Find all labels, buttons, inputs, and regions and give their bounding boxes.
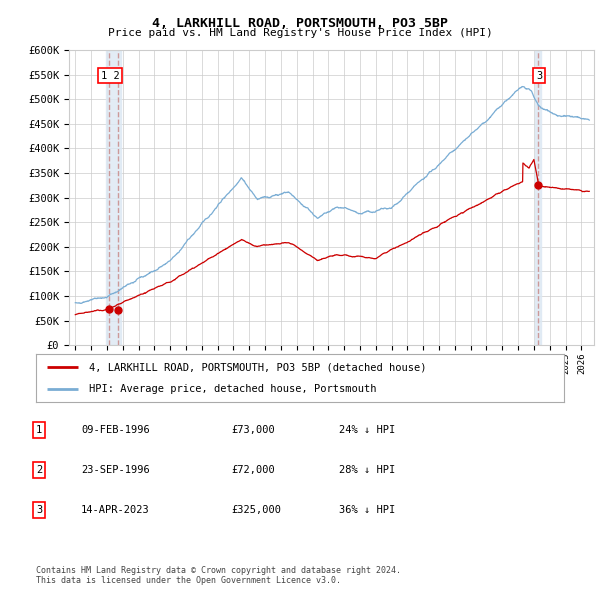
Text: Contains HM Land Registry data © Crown copyright and database right 2024.
This d: Contains HM Land Registry data © Crown c… [36,566,401,585]
Text: 14-APR-2023: 14-APR-2023 [81,506,150,515]
Text: 28% ↓ HPI: 28% ↓ HPI [339,466,395,475]
Bar [106,50,121,345]
Text: 2: 2 [36,466,42,475]
Text: 1 2: 1 2 [101,71,119,81]
Text: £73,000: £73,000 [231,425,275,435]
Text: 4, LARKHILL ROAD, PORTSMOUTH, PO3 5BP: 4, LARKHILL ROAD, PORTSMOUTH, PO3 5BP [152,17,448,30]
Text: £325,000: £325,000 [231,506,281,515]
Text: £72,000: £72,000 [231,466,275,475]
Text: 4, LARKHILL ROAD, PORTSMOUTH, PO3 5BP (detached house): 4, LARKHILL ROAD, PORTSMOUTH, PO3 5BP (d… [89,362,426,372]
Text: 3: 3 [536,71,542,81]
Text: 23-SEP-1996: 23-SEP-1996 [81,466,150,475]
Bar [535,50,541,345]
Text: HPI: Average price, detached house, Portsmouth: HPI: Average price, detached house, Port… [89,384,376,394]
Text: 36% ↓ HPI: 36% ↓ HPI [339,506,395,515]
Text: 3: 3 [36,506,42,515]
Text: 24% ↓ HPI: 24% ↓ HPI [339,425,395,435]
Text: 1: 1 [36,425,42,435]
Text: Price paid vs. HM Land Registry's House Price Index (HPI): Price paid vs. HM Land Registry's House … [107,28,493,38]
Text: 09-FEB-1996: 09-FEB-1996 [81,425,150,435]
